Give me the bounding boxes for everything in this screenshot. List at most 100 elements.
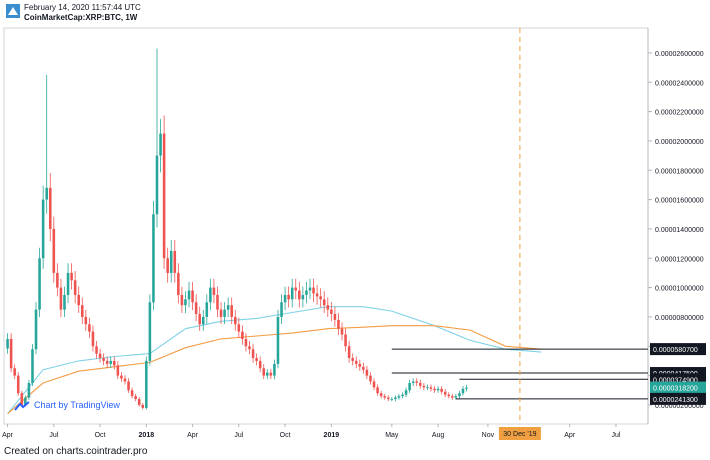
- candle-body: [194, 302, 198, 314]
- candle-body: [141, 404, 145, 408]
- price-label: 0.0000318200: [653, 386, 698, 393]
- candle-body: [169, 250, 173, 273]
- x-tick-label: Apr: [564, 432, 576, 439]
- candle-body: [401, 394, 404, 397]
- candle-body: [116, 365, 120, 376]
- x-tick-label: 2018: [139, 432, 155, 439]
- candle-body: [258, 360, 262, 369]
- chart-timestamp: February 14, 2020 11:57:44 UTC: [24, 3, 141, 12]
- candle-body: [241, 331, 244, 339]
- candle-body: [20, 393, 24, 405]
- x-tick-label: Aug: [432, 432, 445, 439]
- coin-logo-icon: [6, 4, 20, 18]
- date-marker-label: 30 Dec '19: [503, 431, 536, 438]
- candle-body: [177, 272, 180, 295]
- candle-body: [223, 309, 226, 317]
- candle-body: [191, 290, 194, 303]
- y-tick-label: 0.00000200000: [655, 403, 704, 410]
- candle-body: [95, 346, 98, 354]
- candle-body: [56, 272, 59, 288]
- candle-body: [70, 272, 73, 281]
- y-tick-label: 0.00001600000: [655, 198, 704, 205]
- candle-body: [109, 360, 113, 364]
- candle-body: [201, 316, 205, 325]
- candle-body: [426, 387, 429, 389]
- candle-body: [465, 387, 468, 389]
- candle-body: [233, 316, 237, 325]
- candle-body: [358, 363, 362, 367]
- candle-body: [454, 396, 458, 398]
- candle-body: [105, 360, 109, 364]
- candle-body: [386, 397, 390, 400]
- y-tick-label: 0.00002400000: [655, 80, 704, 87]
- candle-body: [266, 372, 269, 376]
- x-tick-label: Jul: [234, 432, 243, 439]
- candle-body: [326, 305, 330, 310]
- candle-body: [404, 390, 408, 395]
- candle-body: [276, 316, 280, 364]
- x-tick-label: Jul: [49, 432, 58, 439]
- candle-body: [319, 296, 322, 300]
- candle-body: [347, 346, 351, 358]
- candle-body: [440, 388, 443, 392]
- candle-body: [248, 346, 251, 350]
- price-chart[interactable]: 0.00002600000 0.00002400000 0.00002200000 0…: [0, 0, 710, 446]
- candle-body: [184, 299, 187, 306]
- candle-body: [344, 334, 347, 347]
- candle-body: [226, 305, 230, 310]
- candle-body: [447, 394, 451, 397]
- candle-body: [383, 396, 386, 398]
- price-label-box: [650, 343, 706, 356]
- candle-body: [27, 382, 31, 398]
- candle-body: [294, 287, 298, 291]
- candle-body: [269, 372, 273, 376]
- candle-body: [308, 287, 312, 291]
- candle-body: [433, 388, 436, 391]
- candle-body: [137, 399, 141, 405]
- watermark-label: Chart by TradingView: [34, 400, 120, 410]
- candle-body: [290, 287, 294, 300]
- candle-body: [127, 381, 130, 391]
- candle-body: [397, 396, 401, 398]
- ma-cyan-line: [7, 306, 542, 415]
- candle-body: [52, 228, 56, 273]
- candle-body: [369, 375, 372, 382]
- candle-body: [152, 214, 155, 303]
- x-tick-label: Apr: [2, 432, 14, 439]
- candle-body: [91, 331, 95, 347]
- x-tick-label: Jul: [612, 432, 621, 439]
- candle-body: [312, 287, 315, 294]
- x-tick-label: 2019: [324, 432, 340, 439]
- candle-body: [273, 363, 276, 376]
- candle-body: [80, 305, 84, 317]
- candle-body: [134, 396, 137, 400]
- candle-body: [322, 299, 326, 306]
- x-tick-label: Oct: [280, 432, 291, 439]
- candle-body: [436, 388, 440, 391]
- candle-body: [365, 369, 369, 376]
- candle-body: [415, 381, 419, 383]
- candle-body: [301, 294, 305, 300]
- candle-body: [351, 358, 354, 361]
- candle-body: [41, 199, 45, 259]
- candle-body: [88, 324, 91, 332]
- candle-body: [212, 287, 216, 295]
- footer-credit: Created on charts.cointrader.pro: [4, 446, 148, 457]
- chart-symbol: CoinMarketCap:XRP:BTC, 1W: [24, 13, 138, 22]
- tradingview-watermark[interactable]: Chart by TradingView: [14, 400, 120, 411]
- candle-body: [394, 397, 397, 400]
- candle-body: [280, 302, 283, 317]
- candle-body: [59, 287, 63, 310]
- candle-body: [287, 294, 290, 300]
- candle-body: [379, 393, 383, 397]
- price-label: 0.0000374900: [653, 377, 698, 384]
- candle-body: [155, 155, 159, 215]
- candle-body: [24, 397, 27, 405]
- tradingview-icon: [14, 400, 30, 411]
- candle-body: [422, 385, 426, 388]
- candle-body: [372, 381, 376, 388]
- candle-body: [48, 187, 52, 229]
- candle-body: [180, 294, 184, 306]
- candle-body: [84, 316, 88, 325]
- candle-body: [330, 309, 333, 314]
